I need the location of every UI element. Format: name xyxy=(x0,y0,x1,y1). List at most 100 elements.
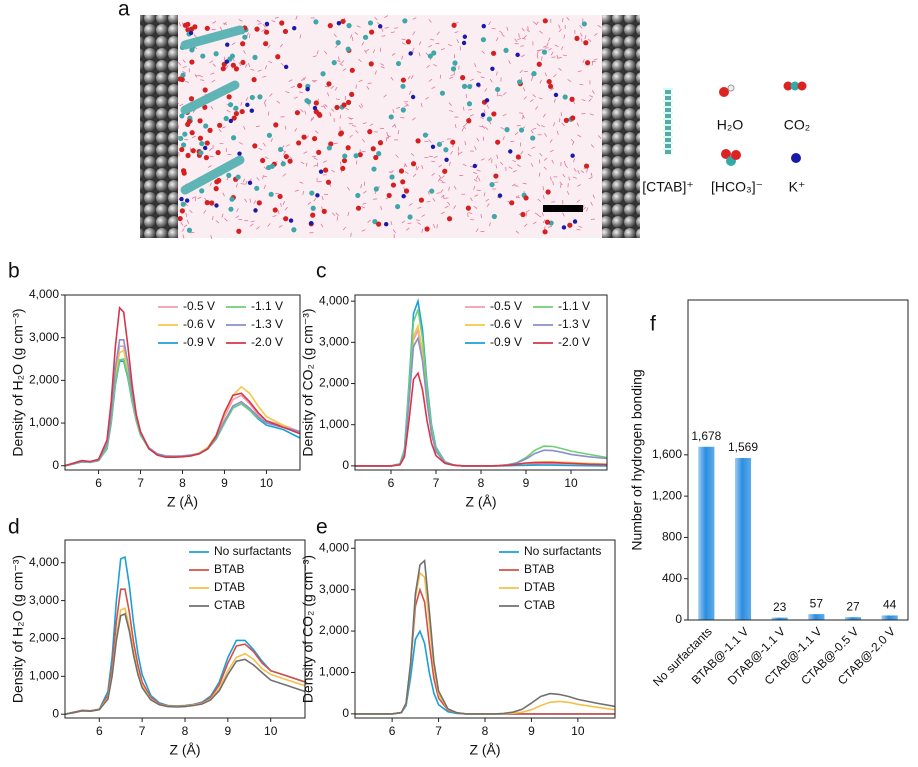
legend-label: BTAB xyxy=(524,562,554,576)
water xyxy=(362,202,367,205)
molecule xyxy=(328,141,334,147)
molecule xyxy=(197,135,204,141)
water xyxy=(454,124,457,129)
molecule xyxy=(316,149,322,155)
molecule xyxy=(217,122,223,128)
water xyxy=(421,228,424,233)
water xyxy=(547,225,553,228)
water xyxy=(268,60,273,64)
water xyxy=(365,48,370,52)
molecule xyxy=(340,165,346,172)
molecule xyxy=(283,153,289,160)
molecule xyxy=(233,105,239,111)
water xyxy=(235,183,238,188)
molecule xyxy=(398,168,405,174)
water xyxy=(593,33,598,36)
value-label: 57 xyxy=(810,596,824,610)
molecule xyxy=(341,158,348,164)
water xyxy=(473,171,478,174)
x-tick-label: 8 xyxy=(482,724,489,738)
molecule xyxy=(283,216,289,222)
water xyxy=(349,134,353,138)
legend-label: -0.9 V xyxy=(490,335,522,349)
legend-label: BTAB xyxy=(214,562,244,576)
ion xyxy=(472,163,478,169)
co2-icon xyxy=(790,81,800,91)
water xyxy=(360,184,362,189)
molecule xyxy=(257,94,263,100)
bar xyxy=(734,458,752,620)
molecule xyxy=(520,211,526,218)
legend-label: -1.3 V xyxy=(251,317,283,331)
y-tick-label: 3,000 xyxy=(29,330,59,344)
legend-label: -0.9 V xyxy=(183,335,215,349)
ion xyxy=(378,24,383,29)
water xyxy=(211,79,216,83)
molecule xyxy=(405,39,412,45)
water xyxy=(582,206,587,211)
water xyxy=(444,197,449,199)
water xyxy=(383,94,387,98)
molecule xyxy=(204,25,210,31)
molecule xyxy=(395,60,402,67)
water xyxy=(407,222,412,225)
molecule xyxy=(493,173,499,179)
water xyxy=(401,38,406,41)
water xyxy=(539,79,542,84)
water xyxy=(390,31,395,34)
water xyxy=(418,41,422,46)
water xyxy=(453,185,457,190)
water xyxy=(527,153,532,157)
molecule xyxy=(203,123,209,129)
water xyxy=(535,106,539,110)
water xyxy=(381,27,384,32)
ion xyxy=(202,145,208,151)
water xyxy=(333,33,337,38)
right-electrode xyxy=(602,15,640,238)
molecule xyxy=(451,22,457,28)
molecule xyxy=(199,140,205,147)
ion xyxy=(561,225,567,230)
molecule xyxy=(185,21,191,27)
water xyxy=(245,97,249,102)
water xyxy=(515,230,520,234)
water xyxy=(519,69,523,74)
water xyxy=(514,185,519,187)
series-line xyxy=(64,555,306,715)
water xyxy=(577,184,581,187)
water xyxy=(588,176,593,180)
molecule xyxy=(226,172,232,178)
ion xyxy=(490,66,495,71)
water xyxy=(372,49,376,54)
series-line xyxy=(64,306,301,467)
water xyxy=(339,161,342,166)
water xyxy=(390,76,394,81)
legend-label: -1.1 V xyxy=(558,299,590,313)
value-label: 1,678 xyxy=(691,429,721,443)
water xyxy=(401,42,406,45)
y-tick-label: 1,200 xyxy=(652,488,682,502)
legend-label: No surfactants xyxy=(214,544,291,558)
water xyxy=(262,23,266,28)
molecule xyxy=(372,219,378,225)
series-line xyxy=(355,371,608,467)
molecule xyxy=(373,186,379,192)
molecule xyxy=(353,153,359,159)
water xyxy=(284,125,287,130)
water xyxy=(562,212,565,217)
water xyxy=(355,129,359,134)
molecule xyxy=(272,207,278,213)
water xyxy=(323,160,327,163)
water xyxy=(564,164,568,169)
legend-label: H₂O xyxy=(717,117,744,133)
molecule xyxy=(177,215,183,222)
water xyxy=(212,216,214,221)
x-tick-label: 10 xyxy=(260,476,274,490)
water xyxy=(468,212,473,214)
water xyxy=(246,32,249,37)
water xyxy=(478,84,482,89)
water xyxy=(556,54,559,59)
water xyxy=(538,172,541,177)
water xyxy=(311,116,315,121)
water xyxy=(489,222,491,227)
